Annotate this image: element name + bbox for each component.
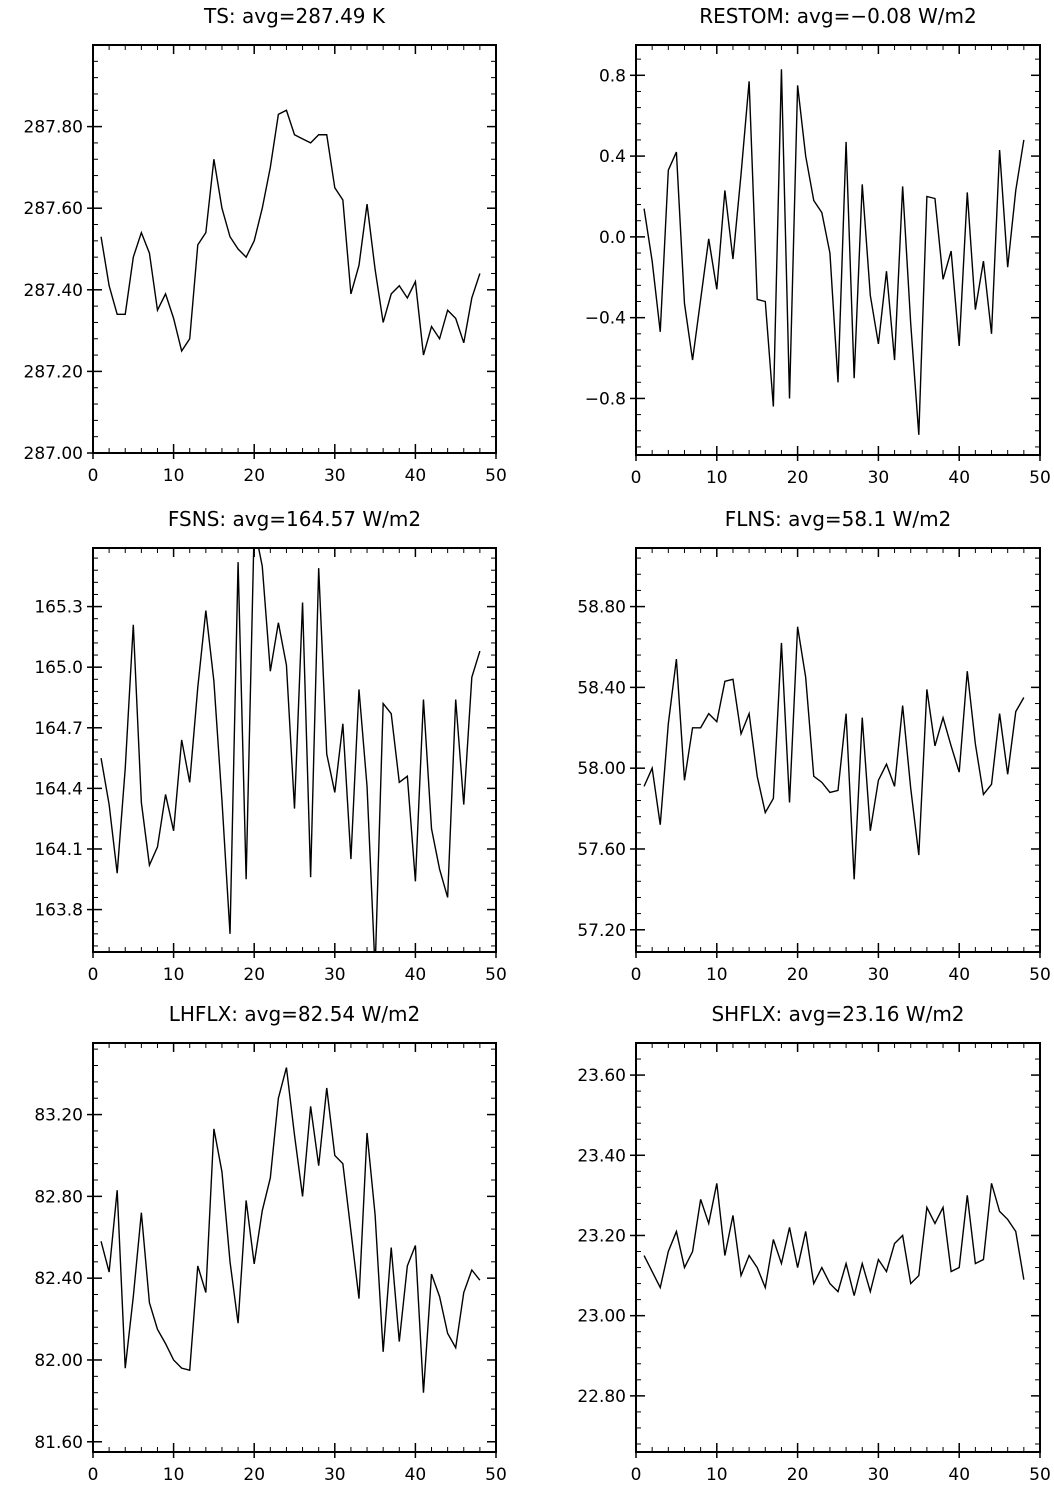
x-tick-label: 0 xyxy=(631,468,642,488)
x-tick-label: 50 xyxy=(485,466,507,486)
x-tick-label: 20 xyxy=(787,468,809,488)
x-tick-label: 40 xyxy=(948,468,970,488)
y-tick-label: 22.80 xyxy=(577,1387,626,1407)
series-line xyxy=(100,548,481,952)
plot-frame xyxy=(635,1042,1041,1453)
panel-2: RESTOM: avg=−0.08 W/m2 0 10 20 30 40 50 −0.8 −0.… xyxy=(585,4,1051,488)
y-tick-label: 57.60 xyxy=(577,840,626,860)
y-tick-label: 83.20 xyxy=(34,1106,83,1126)
panel-1: TS: avg=287.49 K 0 10 20 30 40 50 287.00 287.20 2… xyxy=(24,4,507,486)
x-tick-label: 30 xyxy=(324,965,346,985)
y-tick-label: 287.00 xyxy=(24,444,83,464)
panel-5: LHFLX: avg=82.54 W/m2 0 10 20 30 40 50 81.60 82.… xyxy=(34,1002,506,1485)
x-tick-label: 30 xyxy=(868,1465,890,1485)
series-line xyxy=(643,69,1025,435)
panel-3: FSNS: avg=164.57 W/m2 0 10 20 30 40 50 163.8 164… xyxy=(34,507,506,985)
y-tick-label: 287.40 xyxy=(24,281,83,301)
plot-frame xyxy=(635,547,1041,953)
x-tick-label: 30 xyxy=(324,466,346,486)
x-tick-label: 50 xyxy=(485,1465,507,1485)
x-tick-label: 20 xyxy=(787,965,809,985)
x-tick-label: 0 xyxy=(631,965,642,985)
x-tick-label: 0 xyxy=(88,466,99,486)
y-tick-label: 165.0 xyxy=(34,658,83,678)
plot-frame xyxy=(92,1042,497,1453)
x-tick-label: 0 xyxy=(631,1465,642,1485)
x-tick-label: 20 xyxy=(243,965,265,985)
x-tick-label: 40 xyxy=(405,466,427,486)
x-tick-label: 10 xyxy=(163,466,185,486)
chart-title: RESTOM: avg=−0.08 W/m2 xyxy=(699,4,976,28)
series-line xyxy=(100,1067,481,1393)
series-line xyxy=(643,1183,1025,1296)
x-tick-label: 10 xyxy=(706,965,728,985)
x-tick-label: 10 xyxy=(706,468,728,488)
chart-title: FSNS: avg=164.57 W/m2 xyxy=(168,507,421,531)
x-tick-label: 50 xyxy=(1029,965,1051,985)
panel-4: FLNS: avg=58.1 W/m2 0 10 20 30 40 50 57.20 57.60… xyxy=(577,507,1050,985)
y-tick-label: 287.20 xyxy=(24,362,83,382)
y-tick-label: 23.60 xyxy=(577,1066,626,1086)
plot-frame xyxy=(92,547,497,953)
y-tick-label: 23.20 xyxy=(577,1226,626,1246)
chart-title: TS: avg=287.49 K xyxy=(203,4,386,28)
x-tick-label: 0 xyxy=(88,1465,99,1485)
y-tick-label: 82.40 xyxy=(34,1269,83,1289)
x-tick-label: 30 xyxy=(324,1465,346,1485)
x-tick-label: 20 xyxy=(787,1465,809,1485)
plot-frame xyxy=(92,44,497,454)
y-tick-label: 23.40 xyxy=(577,1146,626,1166)
x-tick-label: 40 xyxy=(948,1465,970,1485)
y-tick-label: 164.4 xyxy=(34,779,83,799)
y-tick-label: −0.4 xyxy=(585,309,626,329)
x-tick-label: 50 xyxy=(485,965,507,985)
x-tick-label: 30 xyxy=(868,965,890,985)
y-tick-label: 82.00 xyxy=(34,1351,83,1371)
x-tick-label: 20 xyxy=(243,1465,265,1485)
y-tick-label: 23.00 xyxy=(577,1307,626,1327)
y-tick-label: 287.80 xyxy=(24,118,83,138)
y-tick-label: 57.20 xyxy=(577,921,626,941)
y-tick-label: 287.60 xyxy=(24,199,83,219)
x-tick-label: 30 xyxy=(868,468,890,488)
x-tick-label: 10 xyxy=(706,1465,728,1485)
y-tick-label: 163.8 xyxy=(34,901,83,921)
chart-title: FLNS: avg=58.1 W/m2 xyxy=(725,507,952,531)
y-tick-label: 58.40 xyxy=(577,678,626,698)
x-tick-label: 10 xyxy=(163,1465,185,1485)
series-line xyxy=(643,626,1025,880)
y-tick-label: 0.8 xyxy=(599,66,626,86)
chart-title: LHFLX: avg=82.54 W/m2 xyxy=(169,1002,421,1026)
x-tick-label: 40 xyxy=(948,965,970,985)
panel-6: SHFLX: avg=23.16 W/m2 0 10 20 30 40 50 22.80 23.… xyxy=(577,1002,1050,1485)
x-tick-label: 50 xyxy=(1029,1465,1051,1485)
x-tick-label: 10 xyxy=(163,965,185,985)
y-tick-label: 0.4 xyxy=(599,147,626,167)
y-tick-label: 0.0 xyxy=(599,228,626,248)
y-tick-label: 58.00 xyxy=(577,759,626,779)
series-line xyxy=(100,109,481,356)
y-tick-label: 164.1 xyxy=(34,840,83,860)
chart-title: SHFLX: avg=23.16 W/m2 xyxy=(711,1002,964,1026)
x-tick-label: 0 xyxy=(88,965,99,985)
y-tick-label: 58.80 xyxy=(577,598,626,618)
y-tick-label: 81.60 xyxy=(34,1433,83,1453)
y-tick-label: 82.80 xyxy=(34,1187,83,1207)
x-tick-label: 40 xyxy=(405,1465,427,1485)
x-tick-label: 40 xyxy=(405,965,427,985)
x-tick-label: 20 xyxy=(243,466,265,486)
y-tick-label: 164.7 xyxy=(34,719,83,739)
x-tick-label: 50 xyxy=(1029,468,1051,488)
y-tick-label: −0.8 xyxy=(585,389,626,409)
plot-frame xyxy=(635,44,1041,456)
y-tick-label: 165.3 xyxy=(34,598,83,618)
